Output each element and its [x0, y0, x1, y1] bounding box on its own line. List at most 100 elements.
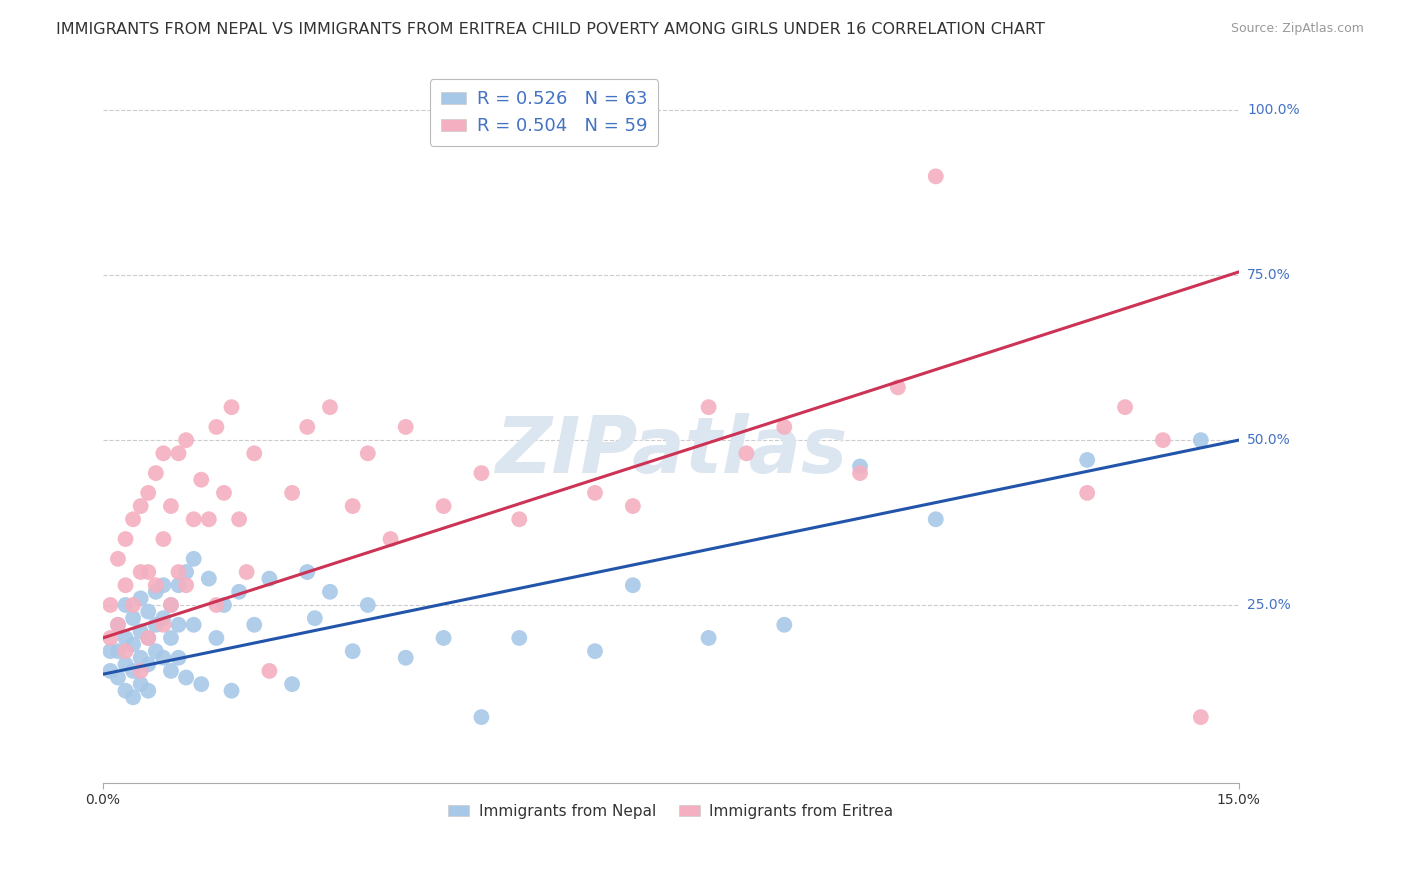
Point: [136, 631, 159, 645]
Point: [174, 671, 197, 685]
Point: [221, 683, 243, 698]
Point: [297, 565, 319, 579]
Point: [152, 532, 174, 546]
Point: [100, 664, 122, 678]
Point: [122, 598, 145, 612]
Point: [122, 611, 145, 625]
Point: [100, 598, 122, 612]
Point: [773, 617, 796, 632]
Point: [136, 486, 159, 500]
Point: [432, 631, 454, 645]
Point: [1076, 453, 1098, 467]
Point: [122, 664, 145, 678]
Point: [152, 446, 174, 460]
Point: [1114, 400, 1136, 414]
Point: [735, 446, 758, 460]
Point: [129, 677, 152, 691]
Point: [114, 631, 136, 645]
Point: [136, 631, 159, 645]
Point: [319, 584, 342, 599]
Point: [205, 420, 228, 434]
Text: IMMIGRANTS FROM NEPAL VS IMMIGRANTS FROM ERITREA CHILD POVERTY AMONG GIRLS UNDER: IMMIGRANTS FROM NEPAL VS IMMIGRANTS FROM…: [56, 22, 1045, 37]
Point: [621, 499, 644, 513]
Point: [107, 551, 129, 566]
Point: [198, 512, 221, 526]
Point: [259, 572, 281, 586]
Point: [583, 644, 606, 658]
Point: [183, 512, 205, 526]
Point: [205, 598, 228, 612]
Point: [107, 671, 129, 685]
Point: [100, 631, 122, 645]
Point: [773, 420, 796, 434]
Point: [508, 512, 530, 526]
Text: 50.0%: 50.0%: [1247, 434, 1291, 447]
Point: [304, 611, 326, 625]
Point: [174, 433, 197, 447]
Point: [508, 631, 530, 645]
Point: [1076, 486, 1098, 500]
Point: [259, 664, 281, 678]
Point: [114, 532, 136, 546]
Point: [395, 420, 418, 434]
Point: [167, 446, 190, 460]
Point: [357, 446, 380, 460]
Text: ZIPatlas: ZIPatlas: [495, 413, 846, 490]
Point: [129, 664, 152, 678]
Point: [357, 598, 380, 612]
Point: [190, 473, 212, 487]
Point: [228, 584, 250, 599]
Text: 25.0%: 25.0%: [1247, 598, 1291, 612]
Point: [136, 683, 159, 698]
Point: [1189, 433, 1212, 447]
Point: [887, 380, 910, 394]
Point: [160, 598, 183, 612]
Point: [160, 598, 183, 612]
Point: [235, 565, 257, 579]
Legend: Immigrants from Nepal, Immigrants from Eritrea: Immigrants from Nepal, Immigrants from E…: [441, 797, 900, 825]
Point: [167, 565, 190, 579]
Text: 75.0%: 75.0%: [1247, 268, 1291, 282]
Point: [152, 578, 174, 592]
Point: [122, 638, 145, 652]
Point: [122, 512, 145, 526]
Point: [160, 664, 183, 678]
Point: [221, 400, 243, 414]
Point: [152, 650, 174, 665]
Point: [243, 617, 266, 632]
Point: [145, 617, 167, 632]
Point: [697, 400, 720, 414]
Point: [129, 565, 152, 579]
Point: [122, 690, 145, 705]
Point: [160, 631, 183, 645]
Point: [129, 650, 152, 665]
Point: [129, 499, 152, 513]
Point: [925, 512, 948, 526]
Point: [1189, 710, 1212, 724]
Point: [1152, 433, 1174, 447]
Point: [342, 644, 364, 658]
Point: [129, 624, 152, 639]
Point: [297, 420, 319, 434]
Point: [183, 617, 205, 632]
Point: [145, 644, 167, 658]
Point: [212, 598, 235, 612]
Point: [190, 677, 212, 691]
Point: [129, 591, 152, 606]
Point: [136, 605, 159, 619]
Point: [174, 565, 197, 579]
Point: [174, 578, 197, 592]
Point: [281, 677, 304, 691]
Point: [145, 584, 167, 599]
Point: [114, 644, 136, 658]
Point: [342, 499, 364, 513]
Point: [432, 499, 454, 513]
Point: [136, 657, 159, 672]
Point: [849, 466, 872, 480]
Point: [621, 578, 644, 592]
Point: [243, 446, 266, 460]
Point: [167, 617, 190, 632]
Point: [100, 644, 122, 658]
Point: [107, 617, 129, 632]
Point: [380, 532, 402, 546]
